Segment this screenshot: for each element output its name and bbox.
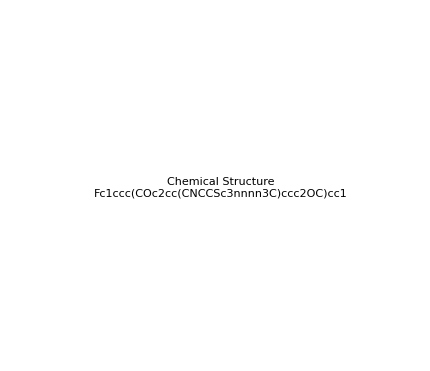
Text: Chemical Structure
Fc1ccc(COc2cc(CNCCSc3nnnn3C)ccc2OC)cc1: Chemical Structure Fc1ccc(COc2cc(CNCCSc3… (94, 177, 347, 198)
